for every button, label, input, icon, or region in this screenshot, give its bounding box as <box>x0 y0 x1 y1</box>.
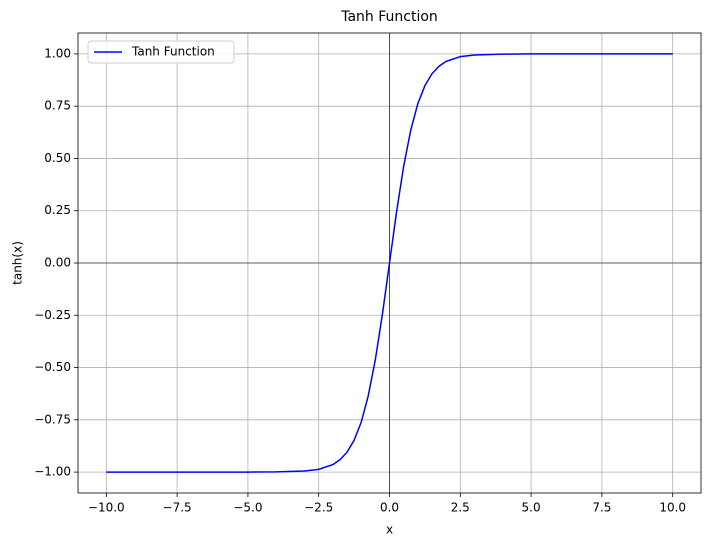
y-tick-label: −0.50 <box>34 360 71 374</box>
x-tick-label: −7.5 <box>163 501 192 515</box>
y-tick-label: 0.25 <box>44 203 71 217</box>
chart-title: Tanh Function <box>340 9 438 25</box>
plot-frame <box>77 32 702 494</box>
y-tick-label: 1.00 <box>44 46 71 60</box>
legend-label: Tanh Function <box>131 45 215 59</box>
x-tick-label: 5.0 <box>522 501 541 515</box>
x-tick-label: 0.0 <box>380 501 399 515</box>
x-tick-label: −5.0 <box>233 501 262 515</box>
y-tick-label: 0.75 <box>44 99 71 113</box>
x-tick-label: −2.5 <box>304 501 333 515</box>
y-tick-label: 0.50 <box>44 151 71 165</box>
x-tick-label: 10.0 <box>659 501 686 515</box>
x-tick-label: 7.5 <box>592 501 611 515</box>
line <box>106 53 673 473</box>
y-tick-label: −0.75 <box>34 412 71 426</box>
y-tick-label: −1.00 <box>34 465 71 479</box>
x-tick-label: −10.0 <box>88 501 125 515</box>
legend-box <box>87 40 235 64</box>
x-tick-label: 2.5 <box>451 501 470 515</box>
y-tick-label: −0.25 <box>34 308 71 322</box>
x-axis-label: x <box>386 523 393 537</box>
y-tick-label: 0.00 <box>44 256 71 270</box>
y-axis-label: tanh(x) <box>11 241 25 285</box>
